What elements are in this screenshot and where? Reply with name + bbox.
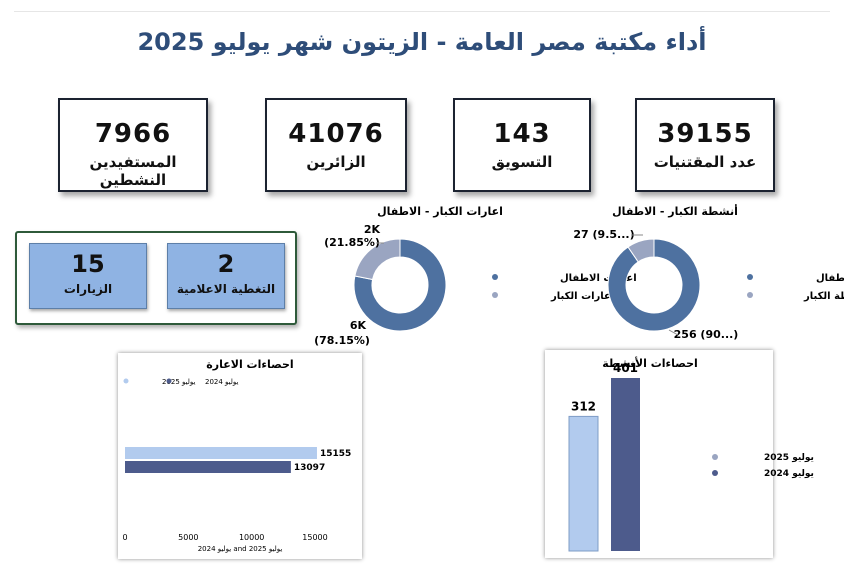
- activities-bar-chart: احصاءات الأنشطة 312 401 يوليو 2025 يوليو…: [568, 356, 814, 552]
- legend-label: اعارات الاطفال: [560, 273, 637, 284]
- tile-label: الزيارات: [63, 282, 113, 296]
- slice-label-percent: (21.85%): [324, 236, 380, 249]
- legend-marker: [123, 378, 129, 384]
- kpi-label: المستفيدين النشطين: [89, 153, 177, 189]
- kpi-label: الزائرين: [306, 153, 366, 171]
- legend-label: يوليو 2024: [205, 378, 239, 386]
- legend-marker: [492, 292, 498, 298]
- donut-activities: أنشطة الكبار - الاطفال 27 (9.5...) 256 (…: [573, 204, 844, 341]
- slice-label: 256 (90...): [674, 328, 739, 341]
- top-divider: [14, 11, 830, 12]
- legend-marker: [747, 292, 753, 298]
- slice-label-percent: (78.15%): [314, 334, 370, 347]
- tile-value: 15: [71, 250, 105, 278]
- tile-value: 2: [217, 250, 235, 278]
- slice-label: 27 (9.5...): [573, 228, 634, 241]
- donut-slice-children-activities: [607, 238, 701, 332]
- kpi-card-visitors: 41076 الزائرين: [265, 98, 407, 192]
- legend-label: انشطة الاطفال: [816, 273, 844, 284]
- kpi-value: 7966: [94, 119, 172, 149]
- tile-visits: 15 الزيارات: [29, 243, 147, 309]
- legend-label: انشطة الكبار: [803, 291, 844, 302]
- page-title: أداء مكتبة مصر العامة - الزيتون شهر يولي…: [137, 28, 707, 56]
- bar-july-2025: [125, 447, 317, 459]
- tiles-container: 15 الزيارات 2 التغطية الاعلامية: [15, 231, 297, 325]
- donut-loans: اعارات الكبار - الاطفال 2K (21.85%) 6K (…: [314, 205, 637, 347]
- bar-data-label: 312: [571, 399, 596, 413]
- legend-marker: [166, 378, 172, 384]
- x-tick-label: 10000: [239, 533, 264, 542]
- legend-marker: [712, 470, 718, 476]
- kpi-label: عدد المقتنيات: [653, 153, 757, 171]
- slice-label-value: 2K: [364, 223, 381, 236]
- bar-july-2024: [125, 461, 291, 473]
- x-tick-label: 5000: [178, 533, 198, 542]
- donut-slice-adult-loans: [354, 238, 401, 281]
- legend-marker: [747, 274, 753, 280]
- bar-data-label: 401: [613, 361, 638, 375]
- kpi-value: 41076: [288, 119, 384, 149]
- x-axis-label: يوليو 2024 and يوليو 2025: [198, 545, 283, 553]
- activities-chart-title: احصاءات الأنشطة: [602, 356, 698, 370]
- legend-label: يوليو 2025: [162, 378, 196, 386]
- kpi-label: التسويق: [491, 153, 553, 171]
- legend-label: يوليو 2024: [764, 469, 814, 479]
- bar-july-2024: [611, 378, 640, 551]
- kpi-value: 39155: [657, 119, 753, 149]
- bar-july-2025: [568, 415, 599, 552]
- slice-label-value: 6K: [350, 319, 367, 332]
- kpi-card-holdings: 39155 عدد المقتنيات: [635, 98, 775, 192]
- kpi-card-marketing: 143 التسويق: [453, 98, 591, 192]
- kpi-card-active-beneficiaries: 7966 المستفيدين النشطين: [58, 98, 208, 192]
- loans-chart-title: احصاءات الاعارة: [206, 358, 293, 371]
- legend-label: يوليو 2025: [764, 453, 814, 463]
- x-tick-label: 15000: [302, 533, 327, 542]
- leader-line: [668, 329, 679, 336]
- tile-media-coverage: 2 التغطية الاعلامية: [167, 243, 285, 309]
- kpi-value: 143: [493, 119, 551, 149]
- legend-marker: [712, 454, 718, 460]
- bar-data-label: 15155: [320, 449, 351, 459]
- donut-slice-adult-activities: [627, 238, 655, 263]
- legend-label: اعارات الكبار: [550, 291, 614, 302]
- loans-bar-chart: احصاءات الاعارة يوليو 2025 يوليو 2024 15…: [122, 358, 351, 553]
- donut-loans-title: اعارات الكبار - الاطفال: [377, 205, 503, 218]
- tile-label: التغطية الاعلامية: [176, 282, 276, 296]
- donut-activities-title: أنشطة الكبار - الاطفال: [612, 204, 738, 218]
- bar-data-label: 13097: [294, 463, 325, 473]
- legend-marker: [492, 274, 498, 280]
- x-tick-label: 0: [122, 533, 127, 542]
- donut-slice-children-loans: [353, 238, 447, 332]
